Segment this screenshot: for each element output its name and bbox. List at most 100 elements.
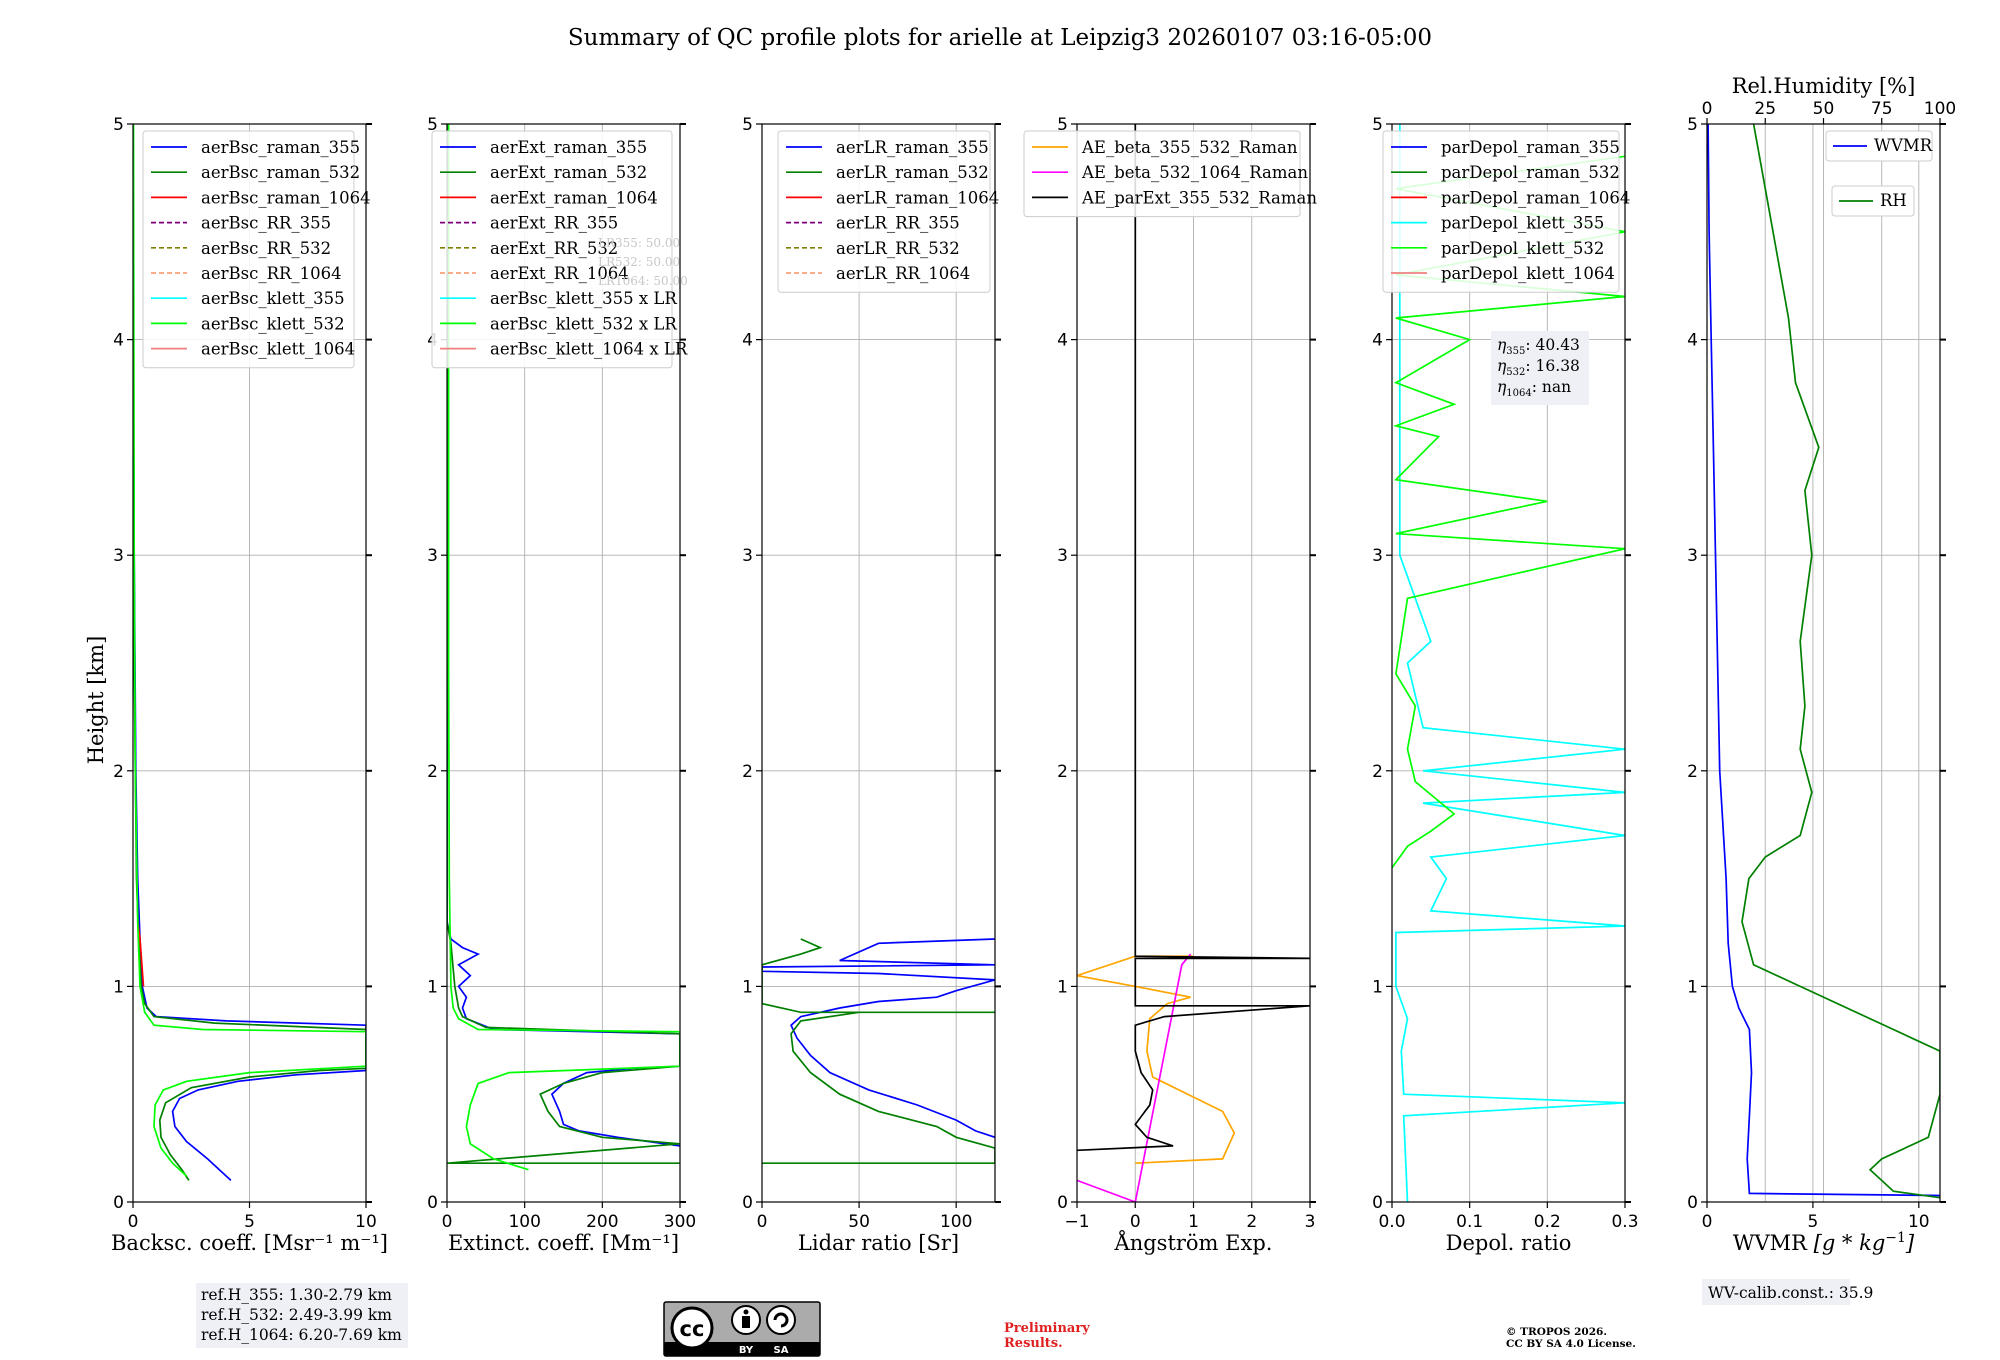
- legend-box: [431, 130, 673, 369]
- top-tick-label: 75: [1871, 99, 1893, 119]
- legend-item-label: aerExt_RR_1064: [490, 264, 629, 283]
- legend-box: [1382, 130, 1620, 293]
- x-tick-label: 2: [1246, 1212, 1257, 1232]
- series-wvmr: [1707, 124, 1940, 1197]
- y-tick-label: 0: [427, 1193, 438, 1213]
- top-tick-label: 100: [1924, 99, 1956, 119]
- x-axis-label: Lidar ratio [Sr]: [798, 1231, 959, 1255]
- series-pardepol-klett-355: [1395, 124, 1625, 1202]
- series-aerbsc-klett-532: [133, 124, 366, 1177]
- x-tick-label: 0: [757, 1212, 768, 1232]
- x-axis-label: WVMR [g * kg−1]: [1733, 1230, 1915, 1255]
- legend-item-label: aerExt_raman_532: [490, 163, 647, 182]
- legend-box: [1023, 130, 1301, 218]
- y-tick-label: 3: [1372, 546, 1383, 566]
- y-tick-label: 1: [1057, 977, 1068, 997]
- x-tick-label: 0: [1702, 1212, 1713, 1232]
- y-tick-label: 1: [427, 977, 438, 997]
- ref-height-355: ref.H_355: 1.30-2.79 km: [201, 1286, 392, 1304]
- x-tick-label: 200: [586, 1212, 618, 1232]
- legend-item-label: aerBsc_klett_532: [201, 314, 345, 333]
- x-tick-label: 0: [128, 1212, 139, 1232]
- x-tick-label: 300: [664, 1212, 696, 1232]
- x-axis-label: Ångström Exp.: [1114, 1230, 1273, 1255]
- legend-item-label: parDepol_klett_355: [1441, 214, 1604, 233]
- eta-box-bg: [1491, 331, 1589, 405]
- legend-item-label: aerBsc_RR_355: [201, 214, 331, 233]
- x-tick-label: 0.3: [1611, 1212, 1638, 1232]
- y-tick-label: 2: [1687, 762, 1698, 782]
- top-axis-label: Rel.Humidity [%]: [1732, 74, 1916, 98]
- legend-item-label: aerExt_raman_355: [490, 138, 647, 157]
- lr-note: LR1064: 50.00: [598, 274, 688, 288]
- x-axis-label: Depol. ratio: [1446, 1231, 1572, 1255]
- legend-item-label: AE_beta_355_532_Raman: [1081, 138, 1298, 157]
- top-tick-label: 25: [1754, 99, 1776, 119]
- legend-item-label: aerLR_RR_532: [836, 239, 960, 258]
- by-label: BY: [739, 1345, 754, 1356]
- y-tick-label: 5: [742, 115, 753, 135]
- copyright-line-2: CC BY SA 4.0 License.: [1506, 1338, 1636, 1350]
- y-tick-label: 1: [1687, 977, 1698, 997]
- eta-355: η355: 40.43: [1497, 336, 1580, 357]
- x-axis-label: Extinct. coeff. [Mm⁻¹]: [448, 1231, 679, 1255]
- y-tick-label: 5: [1057, 115, 1068, 135]
- legend-box: [777, 130, 991, 293]
- legend-item-label: parDepol_raman_355: [1441, 138, 1620, 157]
- panel-lr: 0 50 100 0 1 2 3 4 5 Lidar ratio [Sr] aerLR_raman_…: [742, 115, 1001, 1255]
- axes-frame: [1391, 123, 1626, 1203]
- legend-item-label: aerBsc_RR_532: [201, 239, 331, 258]
- legend-item-label: aerBsc_raman_532: [201, 163, 360, 182]
- y-tick-label: 1: [1372, 977, 1383, 997]
- lr-note: LR355: 50.00: [598, 236, 680, 250]
- cc-license-badge: cc BY SA: [663, 1301, 821, 1357]
- legend-item-label: aerExt_RR_355: [490, 214, 618, 233]
- x-tick-label: 100: [508, 1212, 540, 1232]
- y-tick-label: 2: [742, 762, 753, 782]
- cc-icon-text: cc: [680, 1317, 705, 1341]
- series-pardepol-klett-532: [1392, 155, 1625, 869]
- y-tick-label: 3: [427, 546, 438, 566]
- legend-item-label: aerLR_RR_355: [836, 214, 960, 233]
- legend-item-label: aerBsc_klett_355: [201, 289, 345, 308]
- legend-item-label: parDepol_klett_1064: [1441, 264, 1615, 283]
- eta-532: η532: 16.38: [1497, 357, 1580, 378]
- x-tick-label: 50: [848, 1212, 870, 1232]
- series-aerlr-raman-355: [762, 938, 995, 1139]
- x-tick-label: 5: [244, 1212, 255, 1232]
- lr-note: LR532: 50.00: [598, 255, 680, 269]
- legend-item-label: aerBsc_klett_532 x LR: [490, 314, 677, 333]
- x-tick-label: 0: [442, 1212, 453, 1232]
- x-tick-label: 10: [355, 1212, 377, 1232]
- x-axis-label: Backsc. coeff. [Msr⁻¹ m⁻¹]: [111, 1231, 388, 1255]
- y-tick-label: 4: [1057, 331, 1068, 351]
- legend-item-label: aerBsc_raman_355: [201, 138, 360, 157]
- legend-item-label: aerExt_raman_1064: [490, 188, 658, 207]
- x-tick-label: 0.2: [1534, 1212, 1561, 1232]
- sa-label: SA: [774, 1345, 789, 1356]
- legend-box: [142, 130, 355, 369]
- y-tick-label: 3: [113, 546, 124, 566]
- y-tick-label: 0: [1372, 1193, 1383, 1213]
- ref-height-box: ref.H_355: 1.30-2.79 km ref.H_532: 2.49-…: [196, 1283, 408, 1348]
- x-tick-label: −1: [1064, 1212, 1089, 1232]
- y-tick-label: 4: [113, 331, 124, 351]
- y-axis-label: Height [km]: [84, 636, 108, 765]
- wv-calib-text: WV-calib.const.: 35.9: [1708, 1284, 1873, 1302]
- figure-title: Summary of QC profile plots for arielle …: [568, 25, 1432, 51]
- y-tick-label: 0: [113, 1193, 124, 1213]
- legend-item-label: RH: [1880, 191, 1907, 210]
- y-tick-label: 3: [1057, 546, 1068, 566]
- legend-lr: aerLR_raman_355 aerLR_raman_532 aerLR_rama…: [777, 130, 999, 293]
- x-tick-label: 0.0: [1378, 1212, 1405, 1232]
- y-tick-label: 1: [742, 977, 753, 997]
- legend-item-label: aerLR_raman_1064: [836, 188, 999, 207]
- panel-dep: 0.0 0.1 0.2 0.3 0 1 2 3 4 5 Depol. ratio parDepol_r…: [1372, 115, 1638, 1255]
- sa-icon: [766, 1305, 796, 1335]
- legend-item-label: AE_beta_532_1064_Raman: [1081, 163, 1308, 182]
- legend-item-label: aerBsc_klett_1064: [201, 340, 355, 359]
